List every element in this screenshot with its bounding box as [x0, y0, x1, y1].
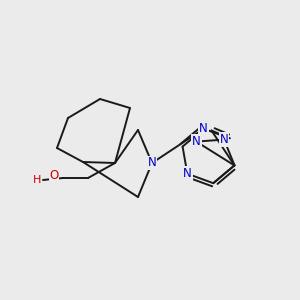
Text: N: N	[148, 157, 156, 169]
Text: H: H	[33, 175, 41, 185]
Text: N: N	[192, 135, 201, 148]
Text: N: N	[220, 133, 228, 146]
Text: N: N	[183, 167, 192, 180]
Text: N: N	[199, 122, 208, 135]
Text: O: O	[49, 169, 58, 182]
